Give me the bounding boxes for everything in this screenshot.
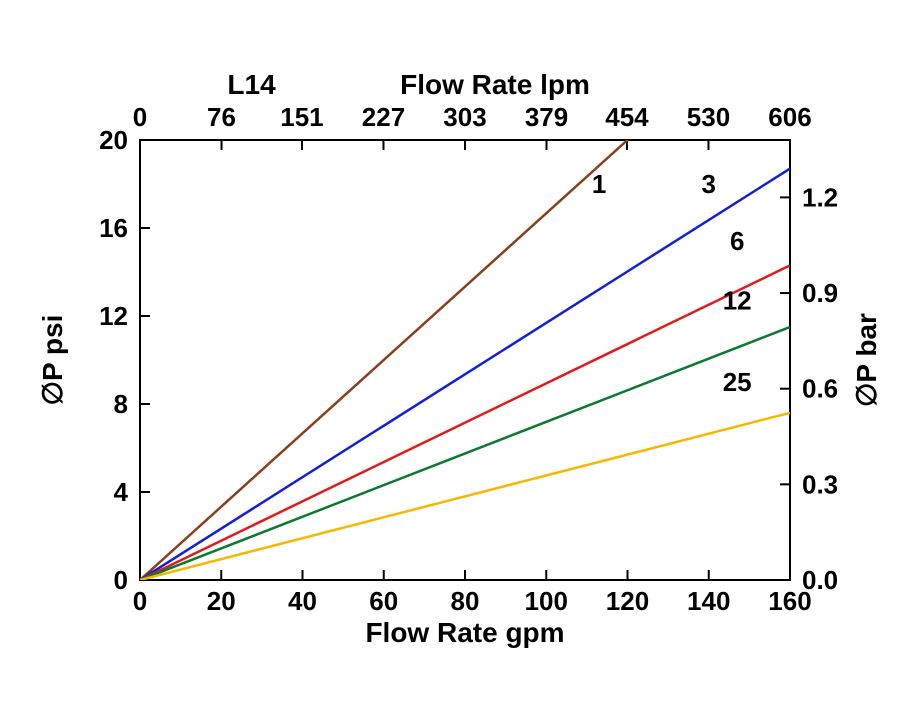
y-right-axis-title: ∅P bar <box>851 313 882 407</box>
y-left-tick-label: 4 <box>114 477 129 507</box>
y-left-tick-label: 8 <box>114 389 128 419</box>
y-right-tick-label: 0.6 <box>802 374 838 404</box>
series-label-3: 3 <box>702 169 716 199</box>
y-right-tick-label: 0.9 <box>802 278 838 308</box>
pressure-flow-chart: 0204060801001201401600761512273033794545… <box>0 0 908 702</box>
x-top-tick-label: 454 <box>605 102 649 132</box>
series-label-1: 1 <box>592 169 606 199</box>
x-top-tick-label: 606 <box>768 102 811 132</box>
x-bottom-tick-label: 120 <box>606 586 649 616</box>
x-top-tick-label: 0 <box>133 102 147 132</box>
y-left-tick-label: 12 <box>99 301 128 331</box>
y-right-tick-label: 0.0 <box>802 565 838 595</box>
model-label: L14 <box>227 69 276 100</box>
series-label-6: 6 <box>730 226 744 256</box>
y-left-tick-label: 0 <box>114 565 128 595</box>
x-bottom-axis-title: Flow Rate gpm <box>365 617 564 648</box>
x-bottom-tick-label: 80 <box>451 586 480 616</box>
x-top-axis-title: Flow Rate lpm <box>400 69 590 100</box>
x-bottom-tick-label: 60 <box>369 586 398 616</box>
y-left-tick-label: 20 <box>99 125 128 155</box>
y-right-tick-label: 0.3 <box>802 469 838 499</box>
x-top-tick-label: 151 <box>280 102 323 132</box>
x-top-tick-label: 379 <box>525 102 568 132</box>
x-bottom-tick-label: 100 <box>525 586 568 616</box>
y-left-axis-title: ∅P psi <box>37 315 68 406</box>
x-top-tick-label: 76 <box>207 102 236 132</box>
x-top-tick-label: 303 <box>443 102 486 132</box>
x-top-tick-label: 227 <box>362 102 405 132</box>
x-bottom-tick-label: 0 <box>133 586 147 616</box>
series-label-12: 12 <box>723 285 752 315</box>
x-top-tick-label: 530 <box>687 102 730 132</box>
x-bottom-tick-label: 140 <box>687 586 730 616</box>
y-right-tick-label: 1.2 <box>802 182 838 212</box>
x-bottom-tick-label: 40 <box>288 586 317 616</box>
x-bottom-tick-label: 20 <box>207 586 236 616</box>
y-left-tick-label: 16 <box>99 213 128 243</box>
series-label-25: 25 <box>723 367 752 397</box>
